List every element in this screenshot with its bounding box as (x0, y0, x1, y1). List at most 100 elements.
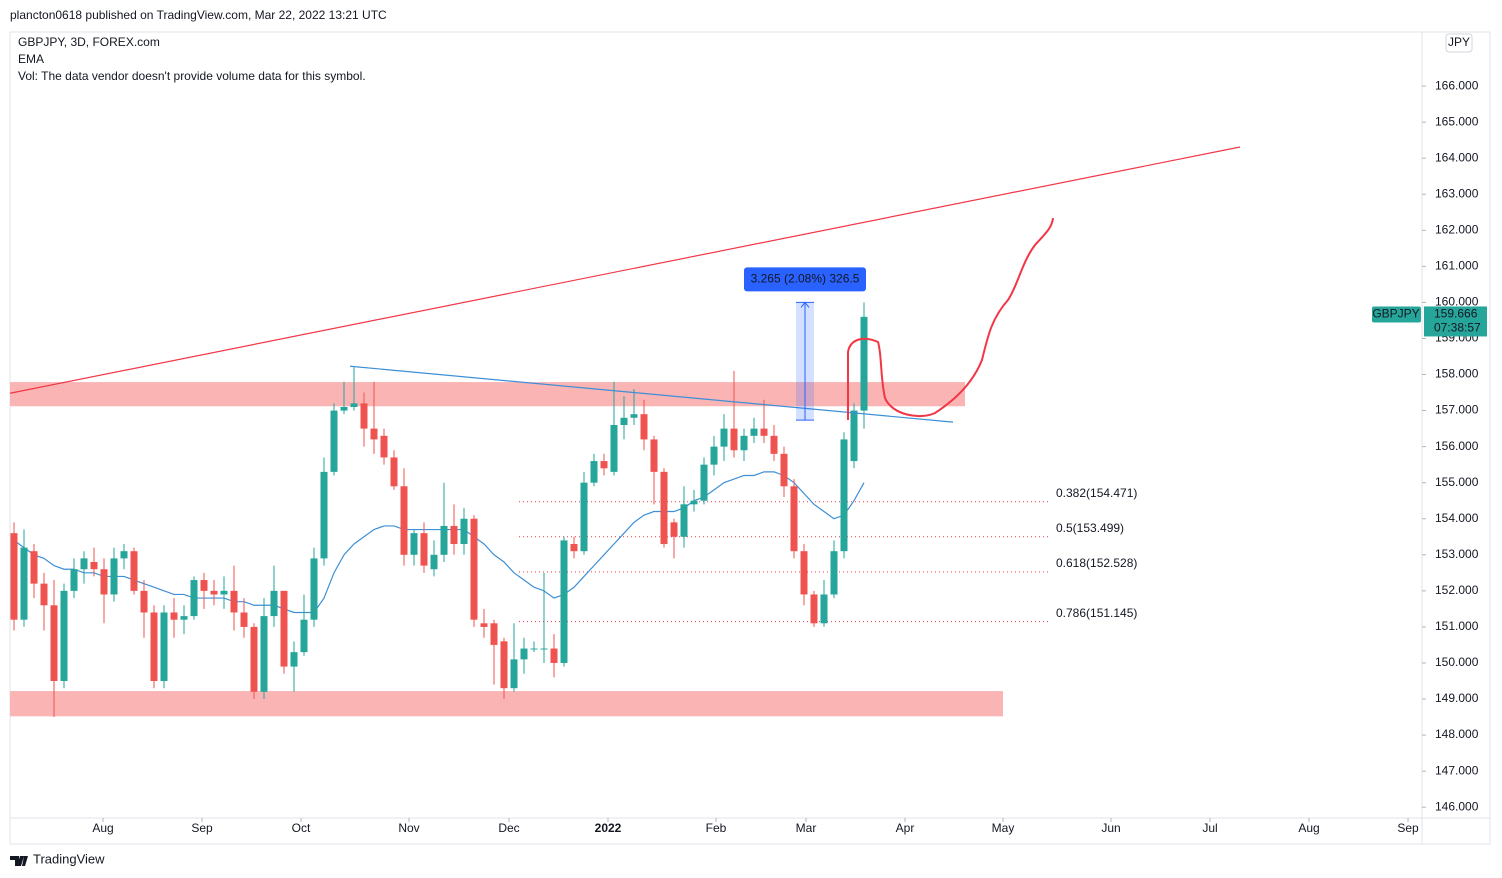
candle-body (330, 410, 338, 472)
candle-body (340, 406, 348, 411)
candle-body (150, 612, 158, 681)
y-tick-label: 154.000 (1435, 511, 1479, 525)
candle-body (160, 612, 168, 681)
y-tick-label: 165.000 (1435, 114, 1479, 128)
candle-body (390, 457, 398, 487)
candle-body (110, 558, 118, 595)
x-tick-label: Oct (292, 821, 311, 835)
candle-body (290, 652, 298, 667)
candle-body (250, 626, 258, 692)
candle-body (700, 464, 708, 501)
candle-body (630, 414, 638, 418)
candle-body (180, 616, 188, 620)
x-tick-label: 2022 (595, 821, 622, 835)
candle-body (680, 504, 688, 537)
candle-body (530, 648, 538, 650)
currency: JPY (1448, 35, 1470, 49)
candle-body (210, 590, 218, 595)
candle-body (830, 551, 838, 595)
candle-body (760, 428, 768, 436)
candle-body (770, 435, 778, 454)
candle-body (860, 316, 868, 411)
frame (9, 31, 1491, 845)
fib-label: 0.5(153.499) (1056, 521, 1124, 535)
candle-body (310, 558, 318, 620)
candle-body (550, 648, 558, 663)
x-tick-label: Aug (1298, 821, 1319, 835)
y-tick-label: 149.000 (1435, 691, 1479, 705)
candle-body (600, 461, 608, 469)
candle-body (850, 410, 858, 462)
candle-body (710, 446, 718, 465)
candle-body (20, 547, 28, 620)
y-tick-label: 160.000 (1435, 295, 1479, 309)
y-tick-label: 148.000 (1435, 727, 1479, 741)
logo (10, 856, 28, 866)
x-tick-label: Apr (896, 821, 915, 835)
candle-body (520, 648, 528, 660)
y-tick-label: 152.000 (1435, 583, 1479, 597)
candle-body (70, 569, 78, 591)
candle-body (620, 417, 628, 425)
y-tick-label: 157.000 (1435, 403, 1479, 417)
candle-body (220, 590, 228, 595)
x-tick-label: Jul (1202, 821, 1217, 835)
candle-body (560, 540, 568, 663)
y-tick-label: 153.000 (1435, 547, 1479, 561)
symbol-badge (1372, 306, 1421, 323)
candle-body (490, 623, 498, 645)
candle-body (780, 453, 788, 487)
candle-body (750, 428, 758, 436)
brand: TradingView (33, 851, 105, 866)
candle-body (140, 590, 148, 613)
candle-body (790, 486, 798, 552)
candle-body (350, 403, 358, 407)
y-tick-label: 161.000 (1435, 259, 1479, 273)
candle-body (430, 554, 438, 570)
candle-body (510, 659, 518, 689)
candle-body (380, 435, 388, 458)
candle-body (670, 522, 678, 537)
candle-body (460, 518, 468, 544)
candle-body (90, 562, 98, 570)
candle-body (730, 428, 738, 451)
y-tick-label: 163.000 (1435, 186, 1479, 200)
candle-body (60, 590, 68, 681)
y-tick-label: 166.000 (1435, 78, 1479, 92)
candle-body (580, 482, 588, 552)
candle-body (480, 623, 488, 627)
candle-body (610, 425, 618, 472)
y-tick-label: 164.000 (1435, 150, 1479, 164)
price-badge-countdown: 07:38:57 (1434, 321, 1481, 335)
symbol: GBPJPY, 3D, FOREX.com (18, 35, 160, 49)
candle-body (740, 435, 748, 451)
candle-body (650, 439, 658, 472)
candle-body (800, 551, 808, 595)
measure-label: 3.265 (2.08%) 326.5 (751, 272, 860, 286)
candle-body (640, 414, 648, 440)
candle-body (810, 594, 818, 624)
candle-body (590, 461, 598, 483)
candle-body (660, 471, 668, 544)
x-tick-label: Jun (1101, 821, 1120, 835)
measure-label-box (744, 267, 866, 292)
fib-label: 0.618(152.528) (1056, 556, 1137, 570)
candle-body (840, 439, 848, 552)
candle-body (130, 551, 138, 591)
y-tick-label: 155.000 (1435, 475, 1479, 489)
candle-body (570, 543, 578, 552)
zone (10, 691, 1003, 717)
published: plancton0618 published on TradingView.co… (10, 8, 387, 22)
y-tick-label: 151.000 (1435, 619, 1479, 633)
candle-body (10, 533, 18, 620)
candle-body (450, 525, 458, 544)
candle-body (170, 612, 178, 620)
trendline (9, 146, 1241, 394)
candle-body (190, 580, 198, 617)
candle-body (40, 583, 48, 606)
candle-body (470, 518, 478, 620)
x-tick-label: Aug (92, 821, 113, 835)
candle-body (820, 594, 828, 624)
